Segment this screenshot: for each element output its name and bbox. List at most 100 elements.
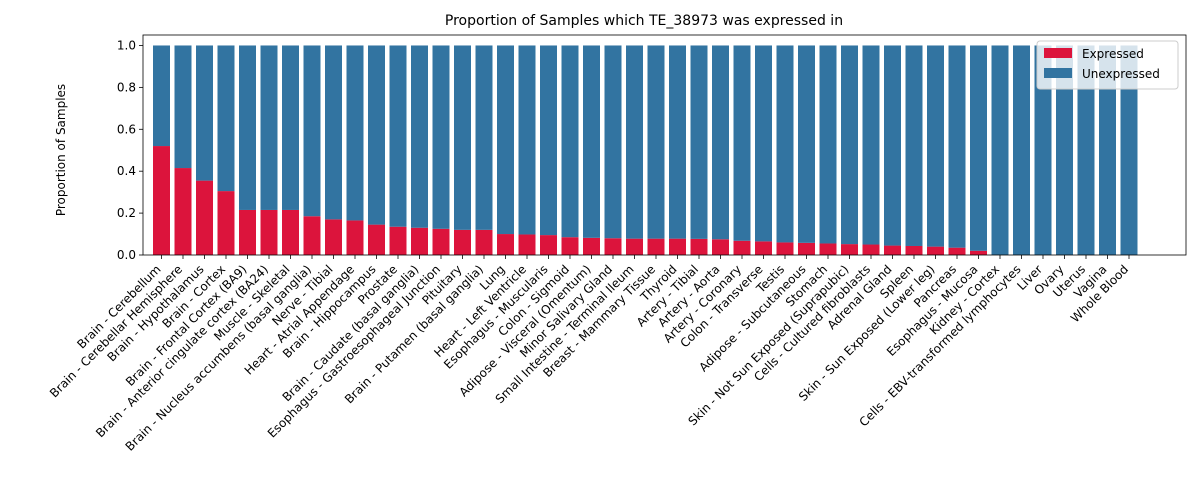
bar-expressed-36: [927, 246, 944, 255]
legend-label-expressed: Expressed: [1082, 47, 1144, 61]
y-axis: 0.0 0.2 0.4 0.6 0.8 1.0: [117, 38, 143, 262]
bar-unexpressed-10: [368, 45, 385, 225]
bar-expressed-23: [647, 238, 665, 255]
bar-expressed-30: [798, 242, 815, 255]
bar-expressed-22: [626, 238, 643, 255]
chart-title: Proportion of Samples which TE_38973 was…: [445, 13, 843, 29]
bar-expressed-29: [776, 242, 794, 255]
bar-unexpressed-25: [690, 45, 708, 239]
bar-expressed-31: [819, 243, 837, 255]
y-tick-label-0: 0.0: [117, 248, 136, 262]
bar-expressed-8: [325, 219, 342, 255]
bar-unexpressed-28: [755, 45, 772, 242]
bar-expressed-35: [905, 245, 923, 255]
bar-unexpressed-24: [669, 45, 686, 239]
bar-unexpressed-42: [1056, 45, 1073, 255]
bar-expressed-16: [497, 234, 514, 255]
bars-group: [153, 45, 1138, 255]
plot-frame: [142, 34, 1187, 256]
bar-expressed-15: [475, 229, 493, 255]
bar-unexpressed-18: [540, 45, 557, 236]
bar-expressed-34: [884, 245, 901, 255]
bar-expressed-0: [153, 146, 170, 255]
bar-unexpressed-19: [561, 45, 579, 238]
bar-unexpressed-27: [733, 45, 751, 241]
bar-unexpressed-23: [647, 45, 665, 239]
bar-expressed-18: [540, 235, 557, 255]
bar-unexpressed-35: [905, 45, 923, 246]
bar-unexpressed-3: [217, 45, 235, 192]
bar-unexpressed-11: [389, 45, 407, 227]
bar-unexpressed-36: [927, 45, 944, 247]
bar-unexpressed-43: [1077, 45, 1095, 255]
bar-expressed-20: [583, 237, 600, 255]
bar-unexpressed-41: [1034, 45, 1052, 255]
bar-unexpressed-34: [884, 45, 901, 246]
bar-unexpressed-20: [583, 45, 600, 238]
bar-unexpressed-40: [1013, 45, 1030, 255]
bar-unexpressed-39: [991, 45, 1009, 255]
bar-unexpressed-31: [819, 45, 837, 244]
y-tick-label-5: 1.0: [117, 38, 136, 52]
bar-unexpressed-0: [153, 45, 170, 147]
y-tick-label-1: 0.2: [117, 206, 136, 220]
bar-expressed-2: [196, 180, 213, 255]
legend-label-unexpressed: Unexpressed: [1082, 67, 1160, 81]
bar-unexpressed-14: [454, 45, 471, 230]
bar-expressed-26: [712, 239, 729, 255]
bar-unexpressed-17: [518, 45, 536, 235]
bar-expressed-4: [239, 209, 256, 255]
bar-expressed-13: [432, 228, 450, 255]
bar-expressed-12: [411, 227, 428, 255]
bar-expressed-24: [669, 238, 686, 255]
y-tick-label-3: 0.6: [117, 122, 136, 136]
bar-unexpressed-4: [239, 45, 256, 210]
bar-unexpressed-32: [841, 45, 858, 245]
bar-expressed-3: [217, 191, 235, 255]
bar-unexpressed-16: [497, 45, 514, 235]
bar-expressed-38: [970, 250, 987, 255]
legend-swatch-unexpressed: [1044, 68, 1072, 78]
bar-unexpressed-1: [174, 45, 192, 169]
bar-expressed-5: [260, 209, 278, 255]
bar-expressed-6: [282, 209, 299, 255]
bar-unexpressed-15: [475, 45, 493, 230]
legend-swatch-expressed: [1044, 48, 1072, 58]
y-tick-label-4: 0.8: [117, 80, 136, 94]
bar-unexpressed-5: [260, 45, 278, 210]
bar-unexpressed-8: [325, 45, 342, 220]
bar-expressed-14: [454, 229, 471, 255]
bar-expressed-19: [561, 237, 579, 255]
bar-unexpressed-45: [1120, 45, 1138, 255]
bar-expressed-7: [303, 216, 321, 255]
bar-expressed-11: [389, 226, 407, 255]
bar-unexpressed-21: [604, 45, 622, 239]
y-axis-label: Proportion of Samples: [54, 84, 68, 216]
bar-expressed-32: [841, 244, 858, 255]
bar-expressed-1: [174, 168, 192, 255]
legend-box: [1036, 40, 1179, 90]
bar-expressed-21: [604, 238, 622, 255]
bar-unexpressed-2: [196, 45, 213, 181]
bar-unexpressed-7: [303, 45, 321, 217]
bar-unexpressed-12: [411, 45, 428, 228]
bar-unexpressed-26: [712, 45, 729, 240]
bar-unexpressed-30: [798, 45, 815, 243]
bar-unexpressed-6: [282, 45, 299, 210]
bar-expressed-17: [518, 234, 536, 255]
bar-unexpressed-33: [862, 45, 880, 245]
bar-unexpressed-13: [432, 45, 450, 229]
bar-expressed-33: [862, 244, 880, 255]
y-tick-label-2: 0.4: [117, 164, 136, 178]
bar-unexpressed-9: [346, 45, 364, 221]
bar-unexpressed-44: [1099, 45, 1116, 255]
bar-expressed-9: [346, 220, 364, 255]
bar-expressed-25: [690, 238, 708, 255]
bar-expressed-37: [948, 247, 966, 255]
bar-unexpressed-37: [948, 45, 966, 248]
bar-expressed-27: [733, 240, 751, 255]
bar-unexpressed-29: [776, 45, 794, 243]
legend: Expressed Unexpressed: [1036, 40, 1179, 90]
